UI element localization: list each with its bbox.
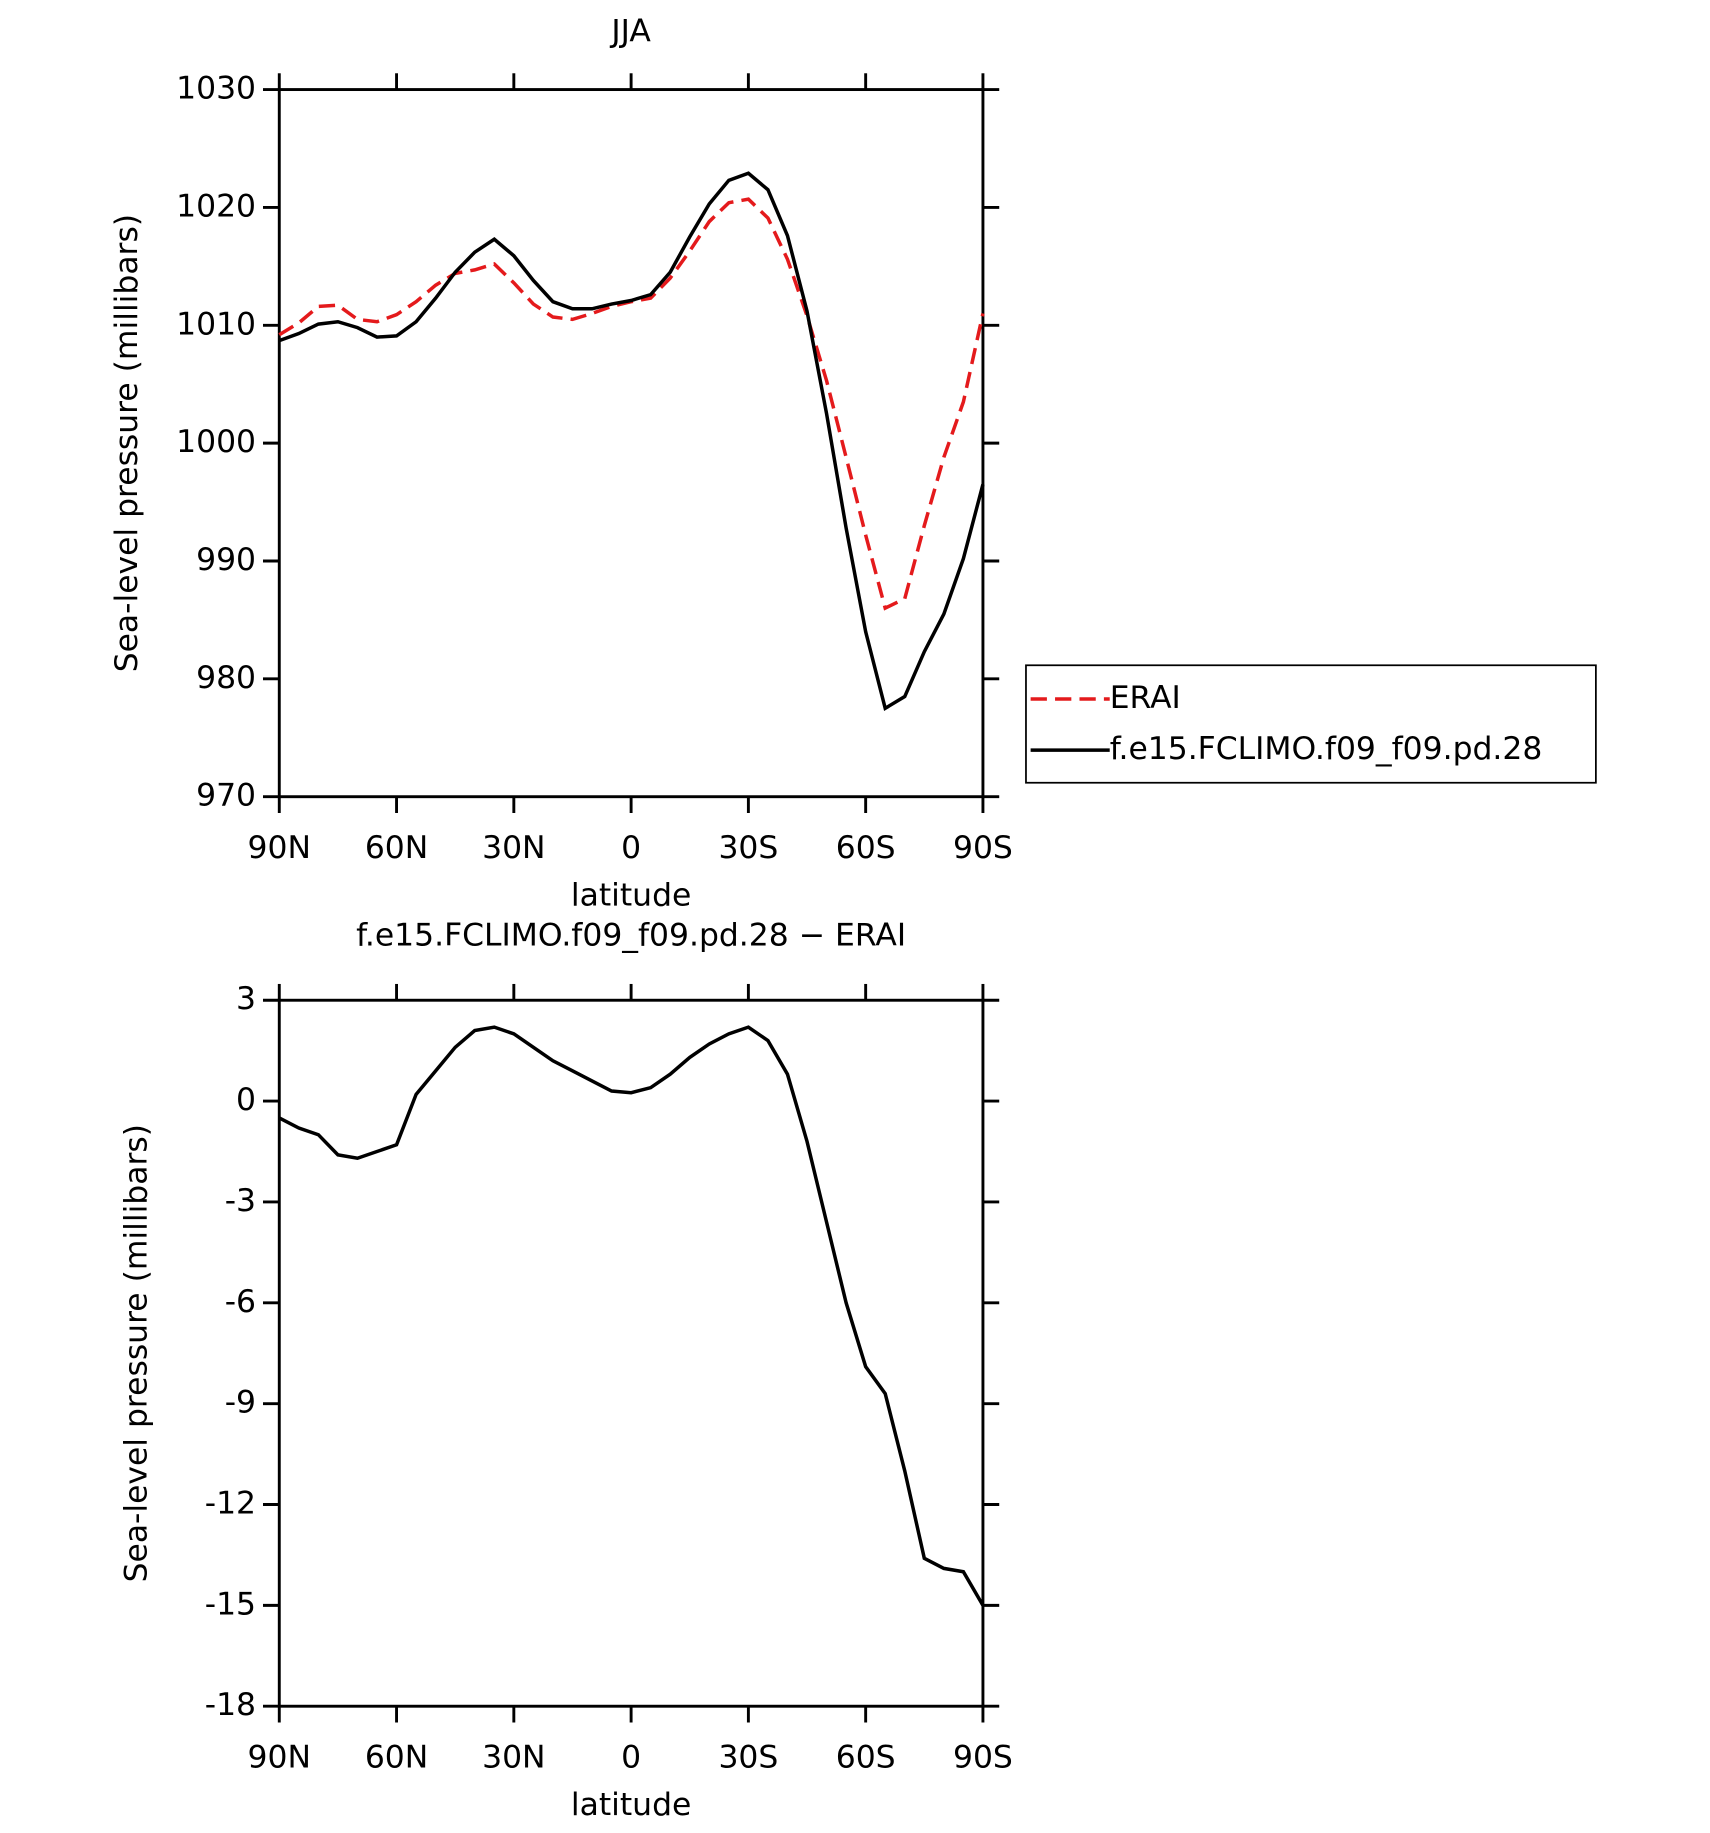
legend-box	[1025, 664, 1597, 784]
y-tick-label: 1000	[176, 424, 256, 460]
x-tick-label: 0	[621, 830, 641, 866]
x-tick-label: 30N	[482, 830, 545, 866]
y-tick-label: 1030	[176, 71, 256, 107]
x-axis-label: latitude	[571, 878, 691, 914]
series-line	[278, 171, 985, 712]
x-tick-label: 60N	[365, 1740, 428, 1776]
y-tick-label: -9	[225, 1385, 256, 1421]
x-tick-label: 60S	[836, 1740, 896, 1776]
x-tick-label: 60N	[365, 830, 428, 866]
y-tick-label: -15	[205, 1586, 256, 1622]
y-tick-label: 1020	[176, 188, 256, 224]
x-tick-label: 90N	[248, 1740, 311, 1776]
x-tick-label: 60S	[836, 830, 896, 866]
y-tick-label: 0	[236, 1082, 256, 1118]
y-axis-label: Sea-level pressure (millibars)	[109, 214, 145, 672]
y-tick-label: -18	[205, 1687, 256, 1723]
chart-title: JJA	[609, 14, 651, 50]
y-tick-label: -3	[225, 1183, 256, 1219]
x-tick-label: 90S	[953, 1740, 1013, 1776]
y-tick-label: 990	[196, 542, 256, 578]
y-tick-label: 970	[196, 778, 256, 814]
x-tick-label: 30S	[718, 830, 778, 866]
series-line	[278, 197, 985, 611]
x-tick-label: 90S	[953, 830, 1013, 866]
y-axis-label: Sea-level pressure (millibars)	[118, 1124, 154, 1582]
x-axis-label: latitude	[571, 1787, 691, 1823]
series-line	[278, 1025, 985, 1607]
y-tick-label: 1010	[176, 306, 256, 342]
plot-frame	[277, 88, 985, 799]
plot-frame	[277, 998, 985, 1708]
x-tick-label: 30S	[718, 1740, 778, 1776]
x-tick-label: 90N	[248, 830, 311, 866]
x-tick-label: 0	[621, 1740, 641, 1776]
y-tick-label: 980	[196, 660, 256, 696]
y-tick-label: -6	[225, 1284, 256, 1320]
y-tick-label: 3	[236, 981, 256, 1017]
x-tick-label: 30N	[482, 1740, 545, 1776]
y-tick-label: -12	[205, 1486, 256, 1522]
legend-label: f.e15.FCLIMO.f09_f09.pd.28	[1110, 731, 1543, 767]
legend-label: ERAI	[1110, 680, 1181, 716]
chart-title: f.e15.FCLIMO.f09_f09.pd.28 − ERAI	[356, 917, 906, 953]
